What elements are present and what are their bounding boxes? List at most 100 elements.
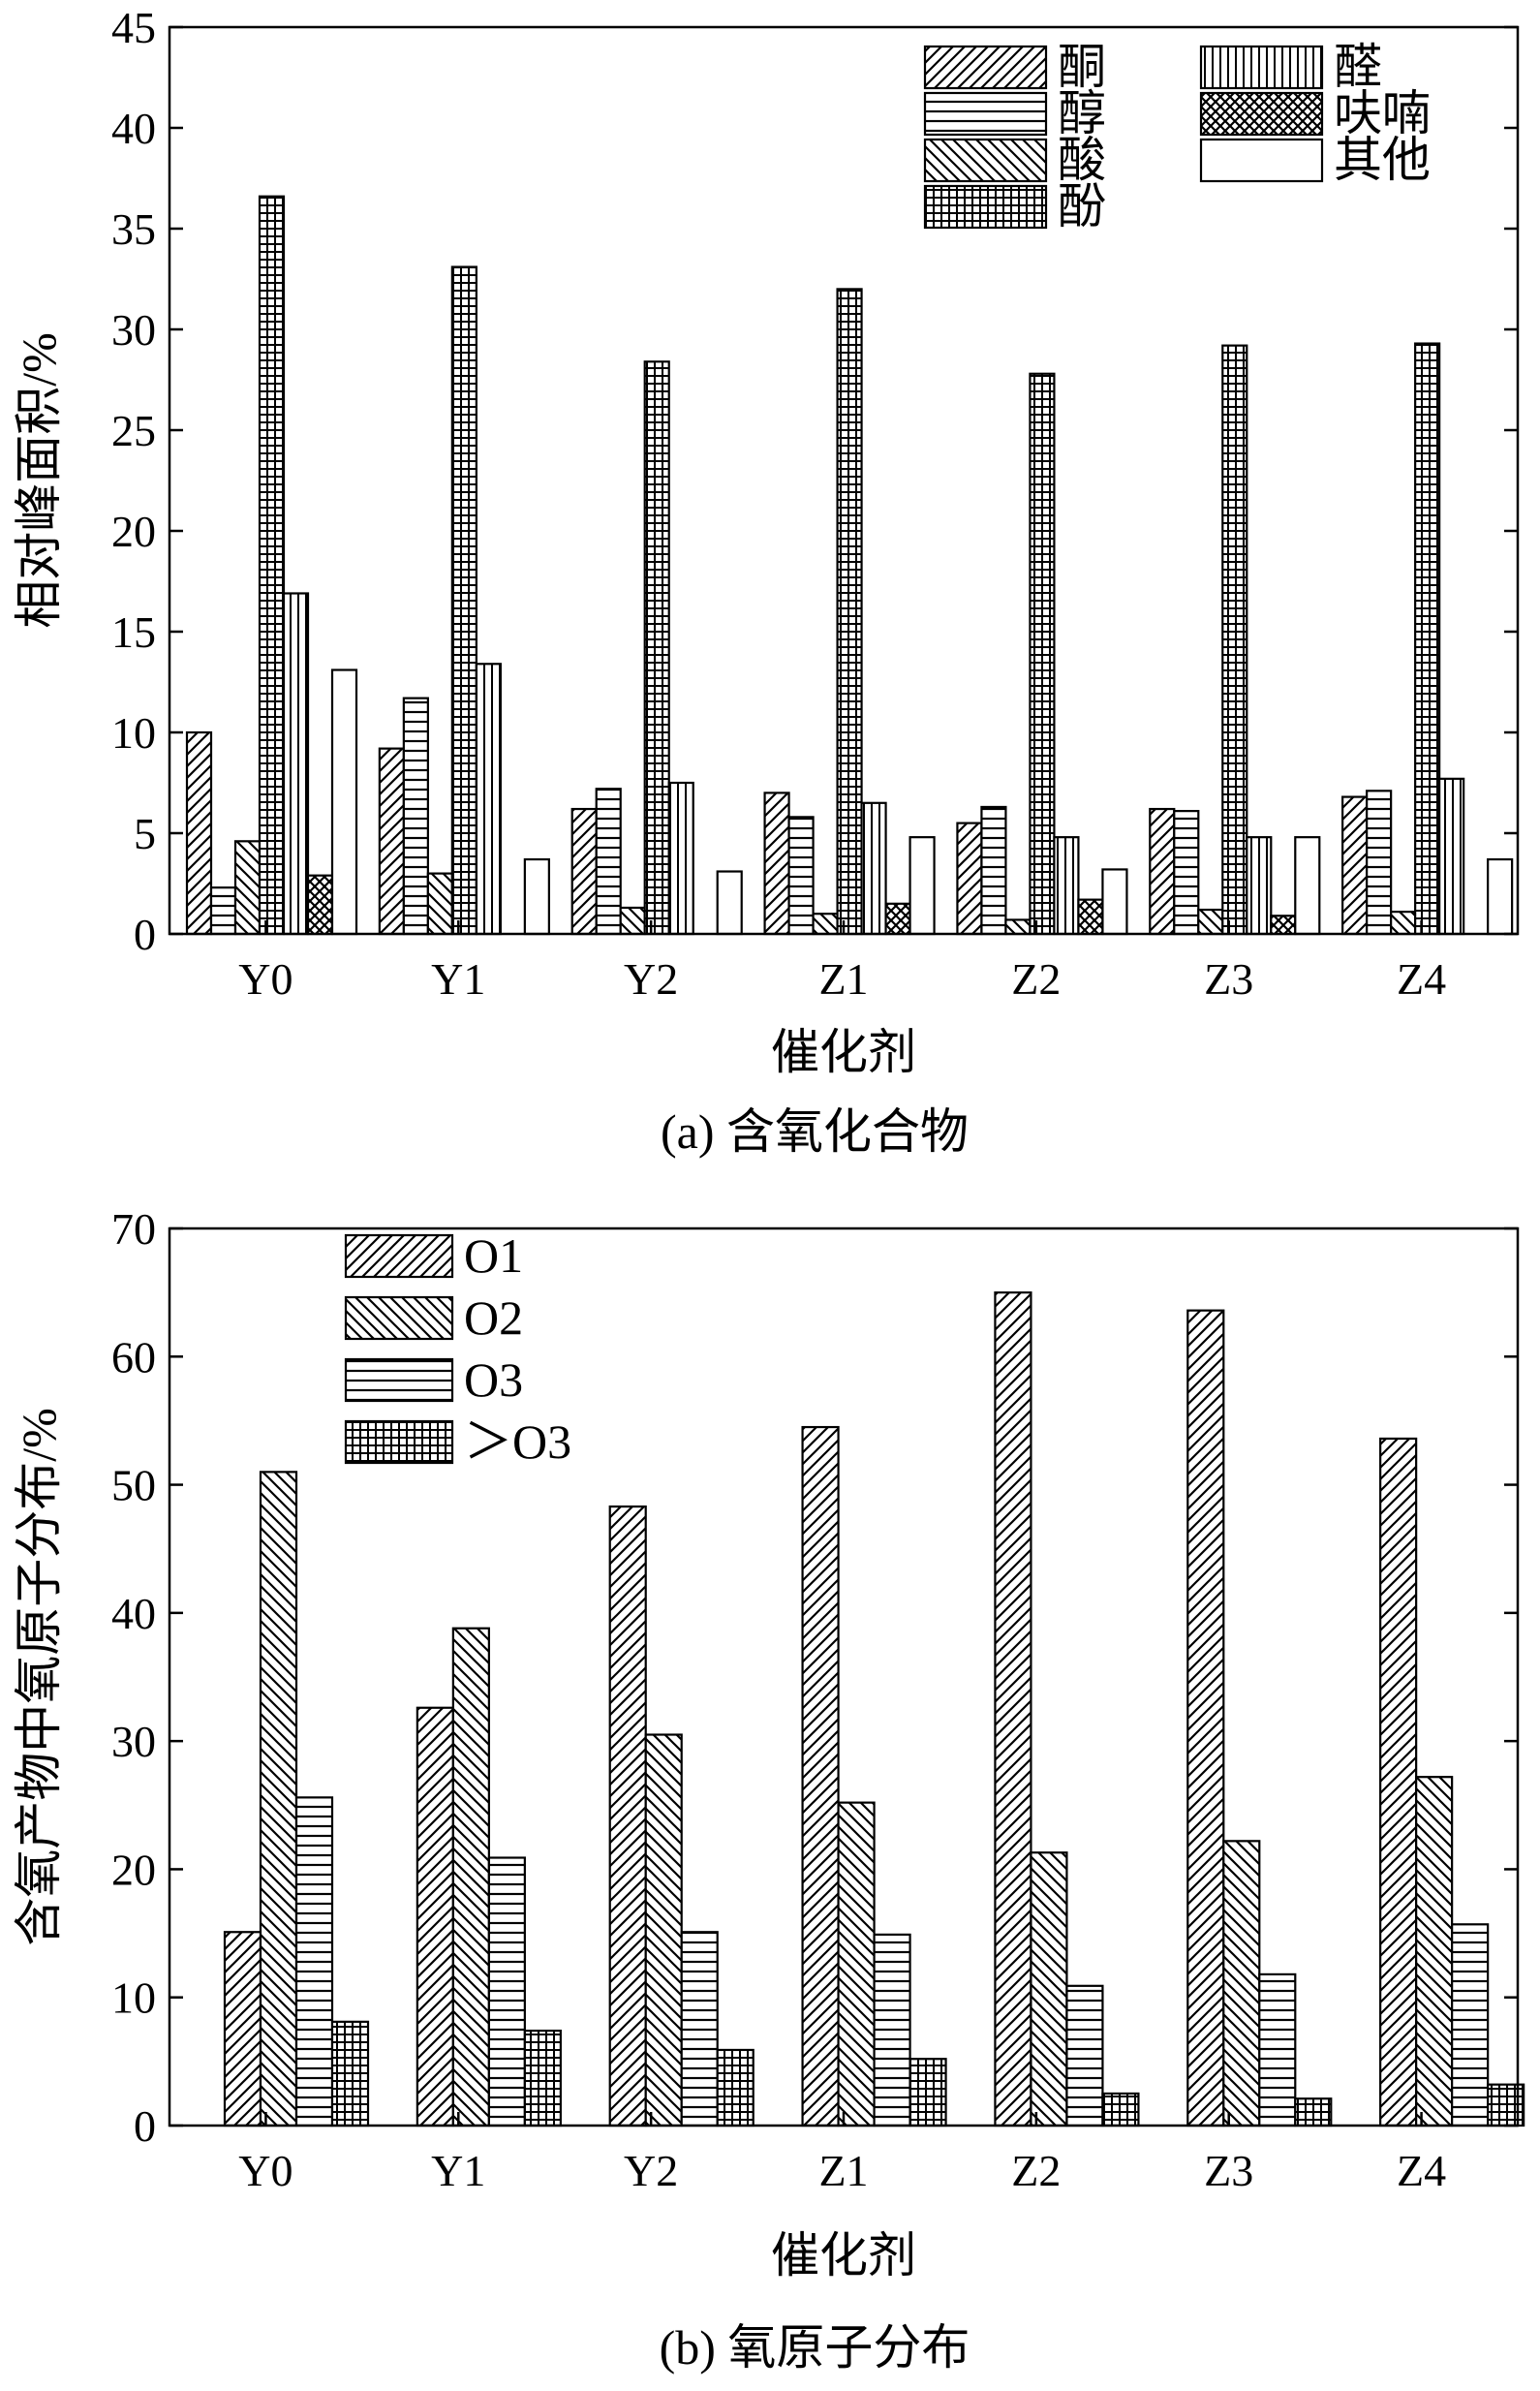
y-tick-label: 5: [134, 809, 156, 858]
bar-z1-2: [837, 1801, 876, 2127]
legend-swatch: [923, 138, 1048, 183]
bar-y1-4: [450, 265, 477, 936]
bar-z4-5: [1438, 777, 1465, 936]
y-tick-label: 70: [111, 1204, 156, 1254]
bar-z3-4: [1294, 2097, 1333, 2127]
bar-z1-2: [787, 816, 815, 936]
bar-y0-3: [233, 840, 262, 936]
y-tick-label: 10: [111, 708, 156, 758]
y-tick-label: 10: [111, 1973, 156, 2023]
bar-z1-4: [836, 288, 863, 936]
bar-z2-1: [956, 822, 983, 936]
bar-z2-2: [980, 805, 1007, 936]
bar-z3-4: [1221, 344, 1248, 936]
bar-z3-3: [1197, 908, 1224, 936]
y-tick-label: 35: [111, 204, 156, 254]
legend-label: 呋喃: [1334, 86, 1431, 140]
x-tick-label: Z1: [818, 954, 868, 1004]
y-tick-label: 0: [134, 910, 156, 959]
y-axis-title: 含氧产物中氧原子分布/%: [12, 1408, 66, 1946]
legend-swatch: [923, 45, 1048, 90]
bar-z1-3: [873, 1933, 911, 2127]
bar-z2-5: [1053, 836, 1080, 936]
bar-y2-4: [643, 360, 670, 936]
x-tick-label: Z1: [818, 2146, 868, 2195]
bar-y1-3: [487, 1856, 526, 2127]
bar-z2-6: [1077, 898, 1104, 936]
y-tick-label: 0: [134, 2101, 156, 2151]
y-tick-label: 25: [111, 406, 156, 455]
y-tick-label: 30: [111, 305, 156, 355]
chart-oxygen-atom-distribution: 0 10 20 30 40 50 60 70 Y0 Y1 Y2 Z1 Z2 Z3 Z4 催化剂 含氧产物中氧原子…: [12, 1204, 1525, 2375]
y-tick-label: 50: [111, 1461, 156, 1510]
legend-swatch: [1199, 45, 1324, 90]
bar-y1-1: [378, 747, 405, 936]
x-tick-label: Y1: [431, 954, 485, 1004]
bar-y2-1: [608, 1505, 647, 2127]
legend-label: 酮: [1058, 40, 1106, 94]
y-tick-label: 20: [111, 1845, 156, 1894]
x-axis-title: 催化剂: [771, 1025, 916, 1079]
bar-z3-1: [1149, 807, 1176, 936]
bar-z2-2: [1030, 1851, 1068, 2127]
bar-z2-3: [1065, 1984, 1104, 2127]
figure-caption: (b) 氧原子分布: [660, 2320, 970, 2375]
bar-y0-4: [330, 2020, 370, 2127]
bar-z4-4: [1414, 342, 1441, 936]
bar-z1-1: [801, 1425, 840, 2127]
legend-label: 其他: [1334, 133, 1431, 187]
bar-z3-7: [1294, 836, 1321, 936]
bar-z4-1: [1379, 1437, 1418, 2127]
bar-z4-3: [1451, 1923, 1490, 2127]
legend-label: 醛: [1334, 40, 1382, 94]
legend-swatch: [344, 1233, 454, 1279]
y-tick-label: 40: [111, 1589, 156, 1638]
bar-y1-2: [451, 1627, 490, 2127]
legend-swatch: [344, 1357, 454, 1403]
x-tick-label: Y1: [431, 2146, 485, 2195]
x-tick-label: Z2: [1011, 2146, 1061, 2195]
bar-z1-1: [763, 792, 790, 936]
x-tick-label: Z3: [1204, 2146, 1253, 2195]
bar-z3-2: [1222, 1840, 1261, 2127]
bar-z4-3: [1390, 911, 1417, 936]
bar-y2-2: [595, 788, 622, 936]
bar-z4-2: [1366, 790, 1393, 936]
legend-label: 醇: [1058, 86, 1106, 140]
bar-y0-2: [259, 1471, 298, 2127]
bar-z2-3: [1004, 918, 1032, 936]
bar-z3-6: [1270, 915, 1297, 936]
bar-y2-3: [680, 1931, 719, 2127]
x-axis-title: 催化剂: [771, 2228, 916, 2282]
bar-y0-7: [330, 668, 358, 936]
legend-label: O3: [464, 1352, 523, 1407]
bar-y0-6: [306, 874, 334, 936]
y-tick-label: 40: [111, 104, 156, 153]
y-tick-label: 20: [111, 507, 156, 556]
bar-z3-3: [1258, 1972, 1297, 2127]
bar-y1-2: [402, 697, 429, 936]
legend-swatch: [1199, 91, 1324, 137]
bar-y2-1: [570, 807, 598, 936]
bar-z4-2: [1415, 1776, 1454, 2127]
x-tick-label: Y0: [238, 954, 293, 1004]
x-tick-label: Z2: [1011, 954, 1061, 1004]
bar-z2-1: [994, 1291, 1032, 2127]
bar-z1-4: [909, 2058, 947, 2127]
bar-y1-1: [416, 1706, 454, 2127]
bar-z3-5: [1246, 836, 1273, 936]
y-tick-label: 30: [111, 1717, 156, 1766]
legend-swatch: [923, 91, 1048, 137]
legend-swatch: [344, 1295, 454, 1341]
bar-z2-4: [1029, 372, 1056, 936]
legend-label: ＞O3: [464, 1414, 571, 1469]
legend-swatch: [923, 184, 1048, 230]
chart-oxygenates: 0 5 10 15 20 25 30 35 40 45 Y0 Y1 Y2 Z1 Z2 Z3 Z4 催化剂 相对峰面积…: [12, 3, 1520, 1159]
x-tick-label: Y2: [624, 2146, 678, 2195]
x-tick-label: Y0: [238, 2146, 293, 2195]
bar-y2-7: [716, 870, 743, 936]
y-tick-label: 15: [111, 607, 156, 657]
bar-y1-7: [523, 857, 550, 936]
legend-label: O1: [464, 1228, 523, 1283]
